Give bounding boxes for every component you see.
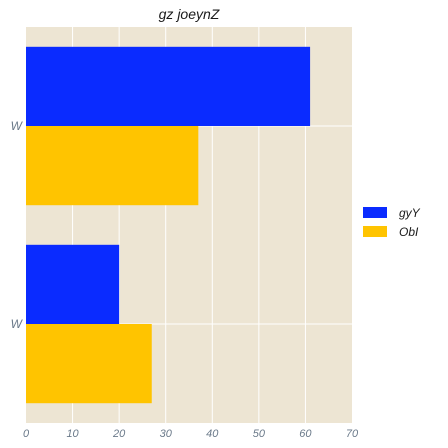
x-tick-label-6: 60 <box>299 428 312 440</box>
bar-gyY-0 <box>26 46 311 126</box>
x-tick-label-5: 50 <box>253 428 266 440</box>
x-tick-label-7: 70 <box>346 428 359 440</box>
bar-ObI-0 <box>26 126 199 206</box>
legend-label-0: gyY <box>399 206 421 220</box>
category-label-0: W <box>11 119 24 133</box>
y-axis-categories: WW <box>11 119 24 331</box>
x-tick-label-3: 30 <box>160 428 173 440</box>
legend-swatch-1 <box>363 226 387 237</box>
bars <box>26 46 311 404</box>
category-label-1: W <box>11 317 24 331</box>
x-tick-label-4: 40 <box>206 428 219 440</box>
chart-title: gz joeynZ <box>159 6 220 22</box>
legend-label-1: ObI <box>399 225 419 239</box>
x-tick-label-2: 20 <box>112 428 126 440</box>
legend: gyY ObI <box>363 206 421 239</box>
x-axis-ticks: 0 10 20 30 40 50 60 70 <box>23 428 359 440</box>
bar-ObI-1 <box>26 324 152 404</box>
x-tick-label-1: 10 <box>66 428 79 440</box>
legend-swatch-0 <box>363 207 387 218</box>
x-tick-label-0: 0 <box>23 428 30 440</box>
bar-gyY-1 <box>26 244 120 324</box>
